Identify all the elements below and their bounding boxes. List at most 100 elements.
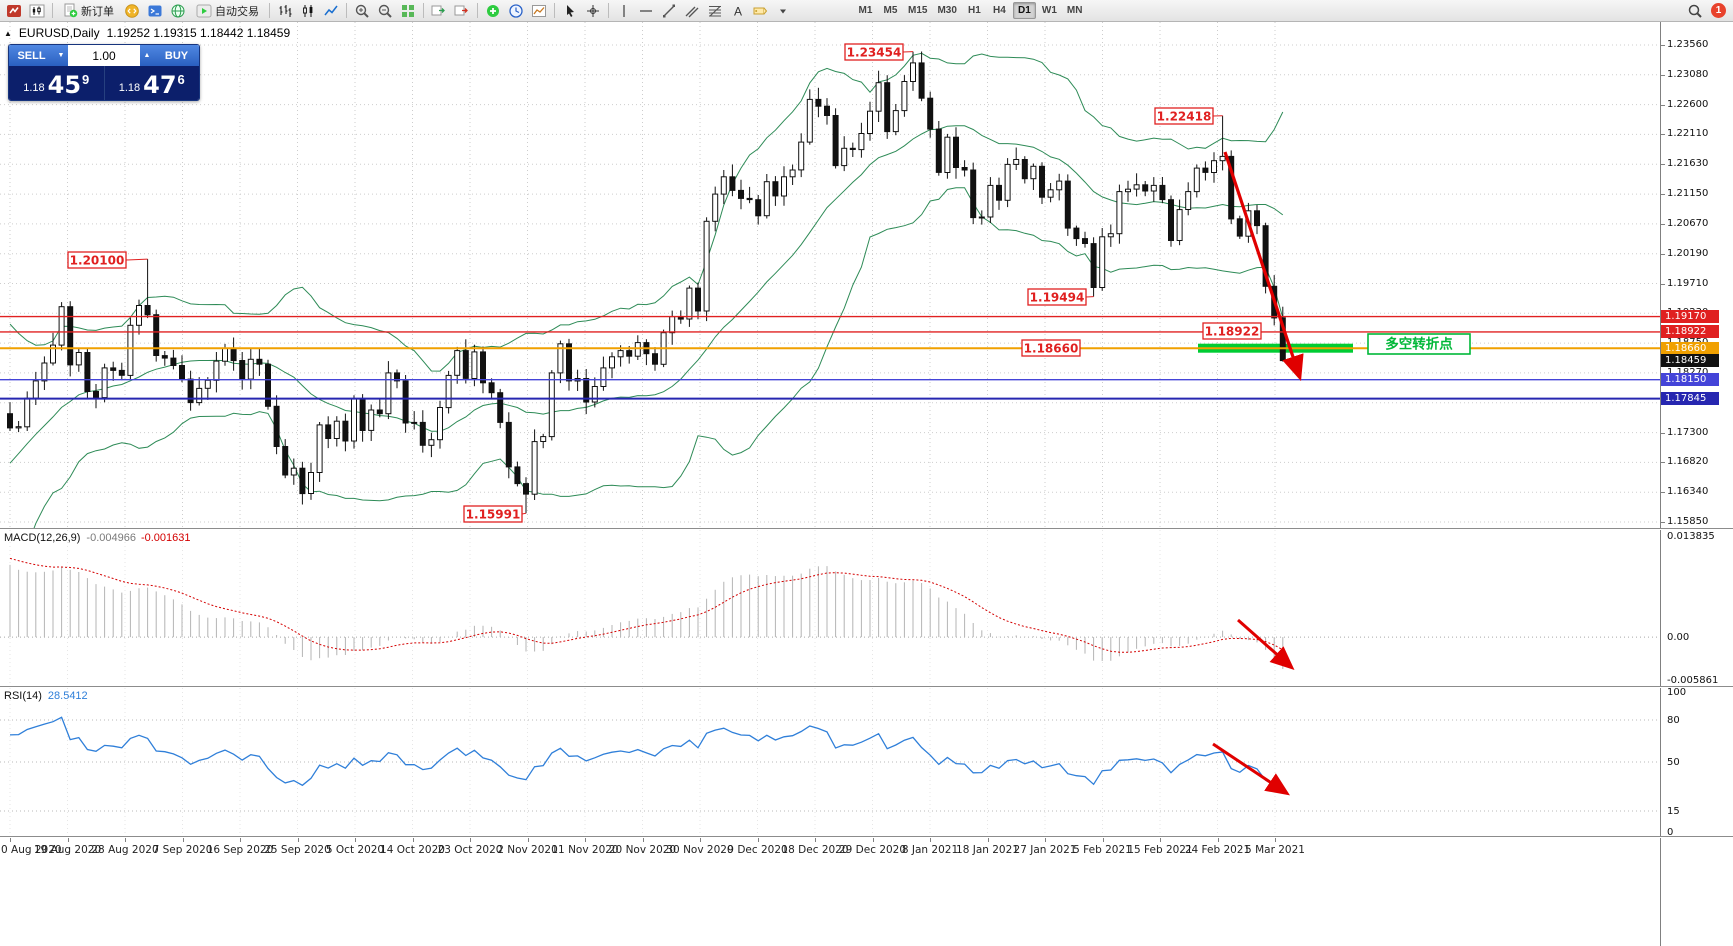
mql5-community-button[interactable] bbox=[167, 1, 189, 21]
timeframe-d1[interactable]: D1 bbox=[1012, 2, 1036, 19]
price-line-marker: 1.18660 bbox=[1661, 342, 1719, 355]
macd-main-value: -0.004966 bbox=[86, 532, 136, 544]
volume-down-button[interactable]: ▼ bbox=[54, 45, 68, 66]
timeframe-m5[interactable]: M5 bbox=[883, 5, 898, 16]
scale-tick bbox=[1661, 492, 1665, 493]
auto-scroll-button[interactable] bbox=[428, 1, 450, 21]
date-label: 23 Oct 2020 bbox=[437, 844, 503, 856]
zoom-out-button[interactable] bbox=[374, 1, 396, 21]
price-scale-label: 1.18270 bbox=[1667, 367, 1708, 378]
time-scale-tick bbox=[1160, 838, 1161, 842]
zoom-out-icon bbox=[378, 4, 392, 18]
price-scale-label: 1.16340 bbox=[1667, 486, 1709, 497]
svg-text:1.18660: 1.18660 bbox=[1024, 342, 1079, 356]
price-annotations[interactable]: 1.234541.224181.201001.194941.189221.186… bbox=[67, 43, 1262, 523]
bid-price[interactable]: 1.18 45 9 bbox=[9, 66, 105, 100]
pane-separator[interactable] bbox=[0, 686, 1733, 688]
notification-badge[interactable]: 1 bbox=[1711, 3, 1726, 18]
timeframe-mn[interactable]: MN bbox=[1066, 5, 1083, 16]
app-logo-button[interactable] bbox=[3, 1, 25, 21]
metaeditor-button[interactable] bbox=[121, 1, 143, 21]
templates-button[interactable] bbox=[528, 1, 550, 21]
pane-separator[interactable] bbox=[0, 836, 1733, 838]
autotrading-play-icon bbox=[196, 4, 212, 17]
line-chart-icon bbox=[324, 5, 338, 15]
metaeditor-icon bbox=[125, 3, 139, 18]
timeframe-h1[interactable]: H1 bbox=[968, 5, 981, 16]
trend-arrow[interactable] bbox=[1212, 742, 1290, 796]
channel-button[interactable] bbox=[681, 1, 703, 21]
time-scale-tick bbox=[297, 838, 299, 842]
volume-up-button[interactable]: ▲ bbox=[140, 45, 154, 66]
tile-windows-button[interactable] bbox=[397, 1, 419, 21]
channel-icon bbox=[685, 6, 699, 17]
rsi-pane[interactable] bbox=[0, 688, 1660, 836]
sell-button[interactable]: SELL bbox=[9, 45, 54, 66]
macd-pane[interactable] bbox=[0, 530, 1660, 686]
zoom-in-button[interactable] bbox=[351, 1, 373, 21]
horizontal-lines[interactable] bbox=[0, 315, 1660, 400]
zoom-in-icon bbox=[355, 4, 369, 18]
clock-icon bbox=[509, 3, 523, 18]
price-scale[interactable]: 1.23560 1.23080 1.22600 1.22110 1.21630 1.211… bbox=[1660, 22, 1733, 946]
rsi-value: 28.5412 bbox=[47, 690, 88, 702]
vertical-line-button[interactable] bbox=[613, 1, 634, 21]
timeframe-w1[interactable]: W1 bbox=[1041, 5, 1057, 16]
scale-tick bbox=[1661, 105, 1665, 106]
cursor-button[interactable] bbox=[559, 1, 581, 21]
volume-input[interactable] bbox=[68, 45, 140, 66]
trendline-button[interactable] bbox=[658, 1, 680, 21]
date-label: 5 Oct 2020 bbox=[325, 844, 385, 856]
date-label: 28 Aug 2020 bbox=[91, 844, 159, 856]
chevron-down-icon bbox=[779, 9, 786, 13]
time-scale-tick bbox=[872, 838, 874, 842]
date-label: 5 Feb 2021 bbox=[1073, 844, 1132, 856]
rsi-scale-label: 100 bbox=[1667, 687, 1687, 698]
candlestick-chart-button[interactable] bbox=[297, 1, 319, 21]
price-chart[interactable]: 多空转折点 1.23454 1.22418 1.20100 1.19494 1.18922… bbox=[0, 22, 1660, 528]
scale-tick bbox=[1661, 224, 1665, 225]
date-label: 7 Sep 2020 bbox=[152, 844, 213, 856]
timeframe-m30[interactable]: M30 bbox=[937, 5, 957, 16]
bar-chart-button[interactable] bbox=[274, 1, 296, 21]
time-scale[interactable]: 0 Aug 2020 19 Aug 2020 28 Aug 2020 7 Sep 20… bbox=[0, 838, 1660, 946]
new-chart-button[interactable] bbox=[26, 1, 48, 21]
autotrading-button[interactable]: 自动交易 bbox=[190, 1, 265, 21]
indicators-button[interactable] bbox=[482, 1, 504, 21]
buy-button[interactable]: BUY bbox=[154, 45, 199, 66]
fibonacci-button[interactable] bbox=[704, 1, 726, 21]
horizontal-line-button[interactable] bbox=[635, 1, 657, 21]
text-tool-button[interactable]: A bbox=[727, 1, 748, 21]
time-scale-tick bbox=[1045, 838, 1046, 842]
new-order-button[interactable]: 新订单 bbox=[57, 1, 120, 21]
date-label: 20 Nov 2020 bbox=[608, 844, 677, 856]
time-scale-tick bbox=[1275, 838, 1276, 842]
bollinger-bands bbox=[9, 52, 1284, 528]
label-tool-button[interactable] bbox=[749, 1, 771, 21]
bid-point: 9 bbox=[82, 72, 90, 87]
trend-arrow[interactable] bbox=[1237, 618, 1295, 670]
trend-arrow[interactable] bbox=[1223, 151, 1304, 382]
search-button[interactable] bbox=[1684, 1, 1706, 21]
trendline-icon bbox=[663, 4, 675, 17]
one-click-toggle[interactable]: ▲ bbox=[4, 28, 12, 38]
timeframe-m1[interactable]: M1 bbox=[858, 5, 873, 16]
periods-button[interactable] bbox=[505, 1, 527, 21]
chart-shift-button[interactable] bbox=[451, 1, 473, 21]
ask-price[interactable]: 1.18 47 6 bbox=[105, 66, 200, 100]
shapes-dropdown-button[interactable] bbox=[772, 1, 793, 21]
toolbar-separator bbox=[346, 3, 347, 18]
line-chart-button[interactable] bbox=[320, 1, 342, 21]
auto-scroll-icon bbox=[431, 5, 445, 15]
crosshair-button[interactable] bbox=[582, 1, 604, 21]
svg-text:1.22418: 1.22418 bbox=[1157, 110, 1212, 124]
time-scale-tick bbox=[1102, 838, 1104, 842]
zone-label[interactable]: 多空转折点 bbox=[1367, 333, 1471, 355]
timeframe-m15[interactable]: M15 bbox=[908, 5, 928, 16]
terminal-button[interactable] bbox=[144, 1, 166, 21]
candlestick-chart-icon bbox=[303, 4, 313, 17]
timeframe-h4[interactable]: H4 bbox=[993, 5, 1006, 16]
rsi-label: RSI(14) 28.5412 bbox=[4, 690, 88, 702]
pane-separator[interactable] bbox=[0, 528, 1733, 530]
time-scale-tick bbox=[642, 838, 644, 842]
